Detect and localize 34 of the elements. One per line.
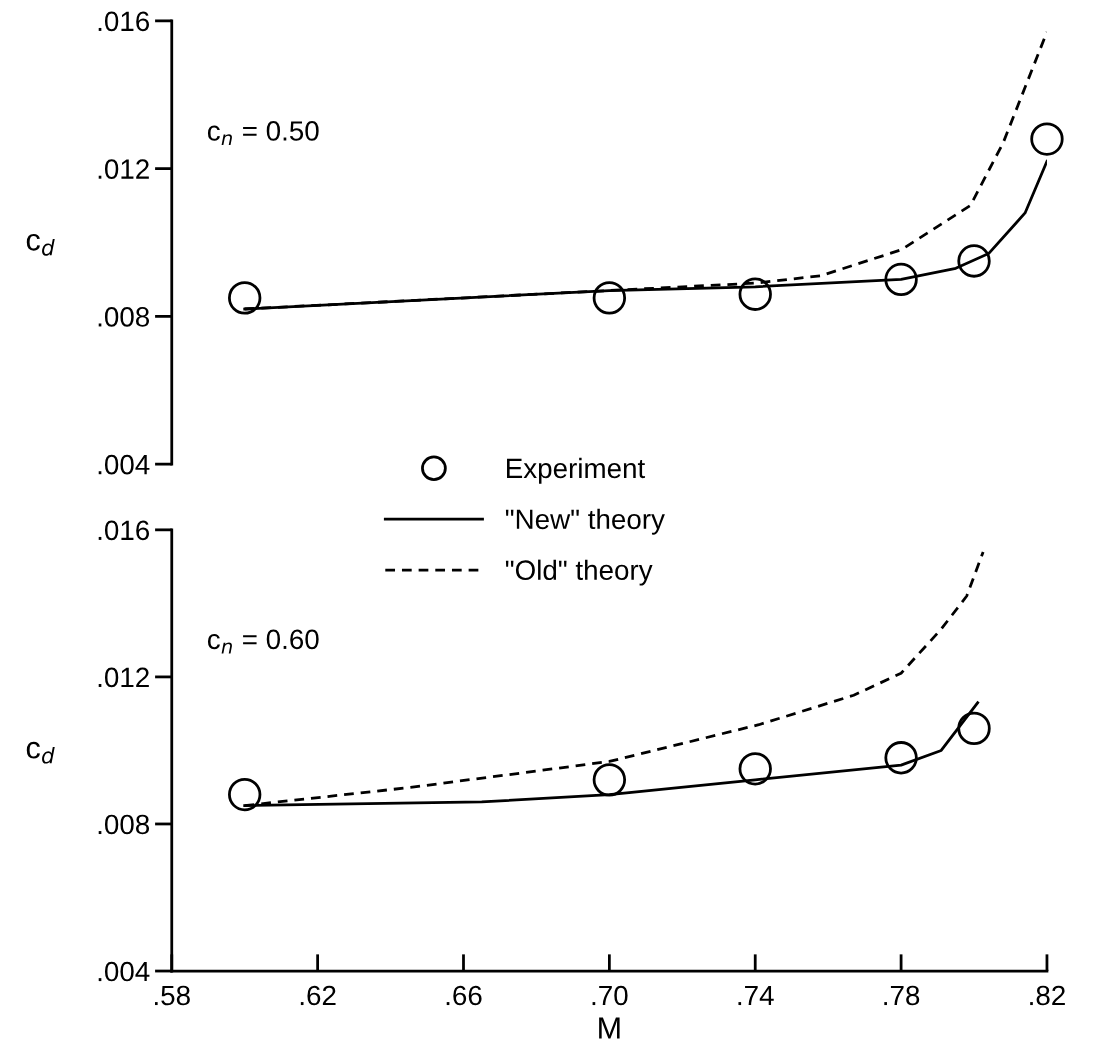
x-tick-label: .82 <box>1030 985 1065 1006</box>
point <box>228 281 262 315</box>
x-tick-label: .78 <box>884 985 920 1006</box>
annotation: c$_{n}$ = 0.50 <box>207 121 319 146</box>
y-tick-label: .012 <box>98 667 149 688</box>
y-tick-label: .008 <box>98 814 150 835</box>
x-tick-label: .62 <box>300 985 336 1006</box>
x-axis-title: M <box>599 1017 620 1039</box>
point <box>884 262 918 297</box>
legend-label: Experiment <box>507 457 646 484</box>
point <box>957 711 991 746</box>
point <box>592 281 627 315</box>
point <box>738 277 772 311</box>
point <box>738 752 772 786</box>
y-tick-label: .016 <box>98 11 150 32</box>
x-tick-label: .66 <box>446 985 482 1006</box>
point <box>884 741 918 775</box>
y-tick-label: .008 <box>98 307 150 327</box>
legend-label: "New" theory <box>505 508 665 535</box>
x-tick-label: .74 <box>738 985 774 1006</box>
y-tick-label: .012 <box>98 159 149 179</box>
point <box>1030 122 1064 156</box>
y-axis-title: c$_{d}$ <box>26 233 55 256</box>
annotation: c$_{n}$ = 0.60 <box>207 629 319 654</box>
y-axis-title: c$_{d}$ <box>26 741 55 764</box>
y-tick-label: .004 <box>98 961 150 982</box>
point <box>592 763 627 797</box>
y-tick-label: .004 <box>98 454 150 475</box>
x-tick-label: .58 <box>154 985 190 1006</box>
x-tick-label: .70 <box>592 985 628 1006</box>
point <box>957 244 991 278</box>
legend-label: "Old" theory <box>505 559 653 586</box>
point <box>228 777 262 812</box>
y-tick-label: .016 <box>98 520 150 541</box>
